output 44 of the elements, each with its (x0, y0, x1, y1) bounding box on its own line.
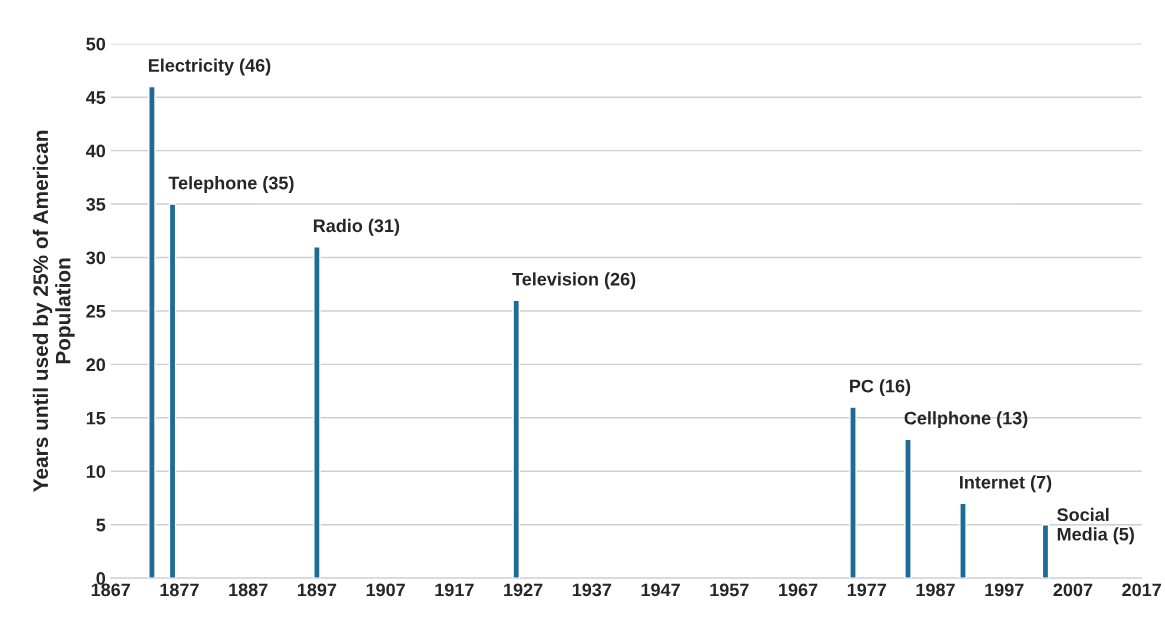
x-tick-label: 1947 (641, 583, 680, 597)
x-tick-label: 1867 (91, 583, 130, 597)
annotation: Radio (31) (313, 218, 400, 236)
x-tick-label: 1977 (847, 583, 887, 597)
x-tick-label: 2017 (1122, 583, 1161, 597)
y-tick-label: 20 (86, 358, 106, 372)
bar (904, 438, 912, 579)
x-tick-label: 1917 (435, 583, 474, 597)
x-tick-label: 1997 (985, 583, 1024, 597)
bar (512, 299, 520, 579)
x-tick-label: 1907 (366, 583, 405, 597)
bar (1041, 523, 1050, 579)
x-tick-label: 1887 (229, 583, 268, 597)
annotation: Television (26) (512, 272, 636, 290)
x-tick-label: 1937 (572, 583, 612, 597)
y-tick-label: 10 (86, 465, 106, 478)
y-tick-label: 0 (96, 572, 106, 585)
annotation: Telephone (35) (168, 176, 294, 193)
y-axis-title: Years until used by 25% of American Population (32, 130, 75, 492)
annotation: PC (16) (850, 379, 911, 397)
y-tick-label: 45 (86, 91, 106, 104)
bar (849, 406, 857, 579)
x-tick-label: 1987 (916, 583, 955, 597)
y-tick-label: 30 (86, 251, 106, 265)
y-tick-label: 5 (96, 518, 106, 532)
y-tick-label: 50 (86, 37, 106, 51)
annotation: Social Media (5) (1057, 507, 1134, 545)
annotation: Cellphone (13) (904, 411, 1028, 429)
x-tick-label: 1957 (710, 583, 749, 597)
bar (168, 203, 177, 579)
y-tick-label: 25 (86, 304, 106, 318)
y-tick-label: 40 (86, 144, 106, 158)
bar (313, 246, 321, 579)
x-tick-label: 2007 (1053, 583, 1093, 597)
x-tick-label: 1967 (779, 583, 818, 597)
x-tick-label: 1927 (504, 583, 543, 597)
annotation: Internet (7) (960, 475, 1052, 493)
x-tick-label: 1897 (297, 583, 337, 597)
bar (148, 85, 156, 579)
y-tick-label: 35 (86, 198, 106, 211)
y-tick-label: 15 (86, 411, 106, 425)
bar (959, 502, 967, 579)
x-tick-label: 1877 (160, 583, 199, 597)
annotation: Electricity (46) (148, 58, 271, 76)
